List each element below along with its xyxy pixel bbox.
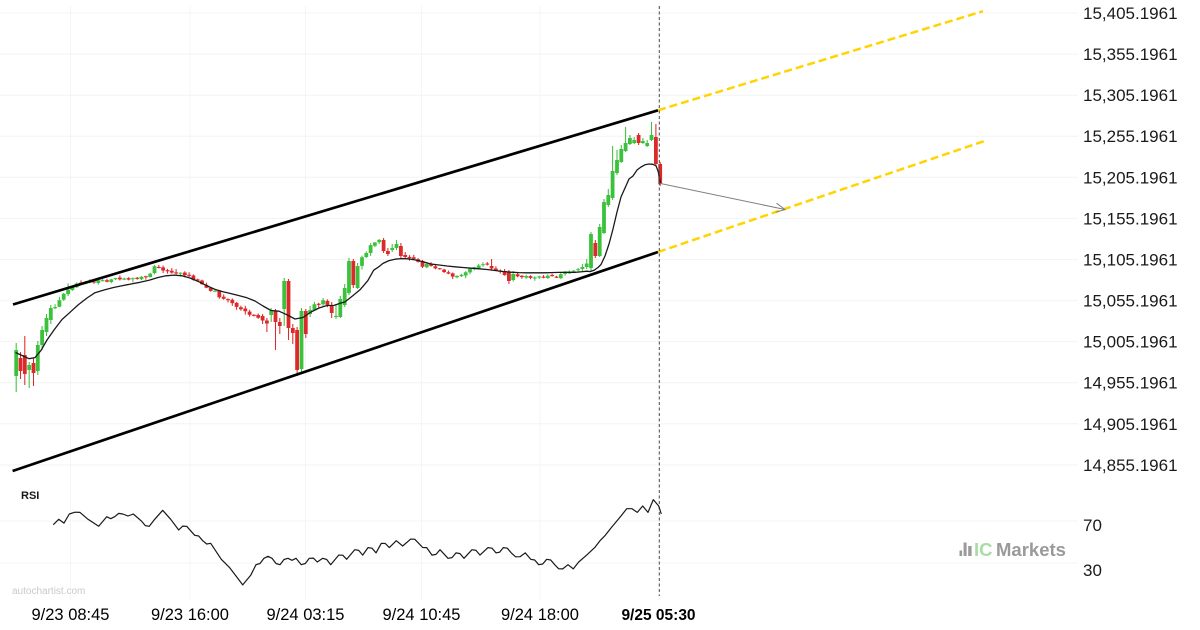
svg-text:15,305.1961: 15,305.1961 [1083,86,1178,105]
svg-text:9/24 10:45: 9/24 10:45 [383,606,461,624]
svg-text:14,955.1961: 14,955.1961 [1083,374,1178,393]
svg-text:9/23 16:00: 9/23 16:00 [151,606,229,624]
svg-text:14,855.1961: 14,855.1961 [1083,456,1178,475]
svg-text:9/25 05:30: 9/25 05:30 [621,607,695,624]
svg-text:15,355.1961: 15,355.1961 [1083,45,1178,64]
svg-text:autochartist.com: autochartist.com [12,586,85,597]
svg-text:15,105.1961: 15,105.1961 [1083,251,1178,270]
svg-text:15,155.1961: 15,155.1961 [1083,209,1178,228]
svg-text:15,205.1961: 15,205.1961 [1083,168,1178,187]
svg-text:9/24 18:00: 9/24 18:00 [501,606,579,624]
svg-text:14,905.1961: 14,905.1961 [1083,415,1178,434]
svg-text:70: 70 [1083,516,1102,535]
svg-text:9/24 03:15: 9/24 03:15 [267,606,345,624]
svg-text:15,405.1961: 15,405.1961 [1083,4,1178,23]
svg-text:IC: IC [974,539,993,560]
svg-text:Markets: Markets [996,539,1066,560]
svg-text:30: 30 [1083,561,1102,580]
svg-text:RSI: RSI [21,490,39,502]
svg-text:15,005.1961: 15,005.1961 [1083,333,1178,352]
svg-text:15,255.1961: 15,255.1961 [1083,127,1178,146]
svg-text:9/23 08:45: 9/23 08:45 [32,606,110,624]
svg-text:15,055.1961: 15,055.1961 [1083,292,1178,311]
